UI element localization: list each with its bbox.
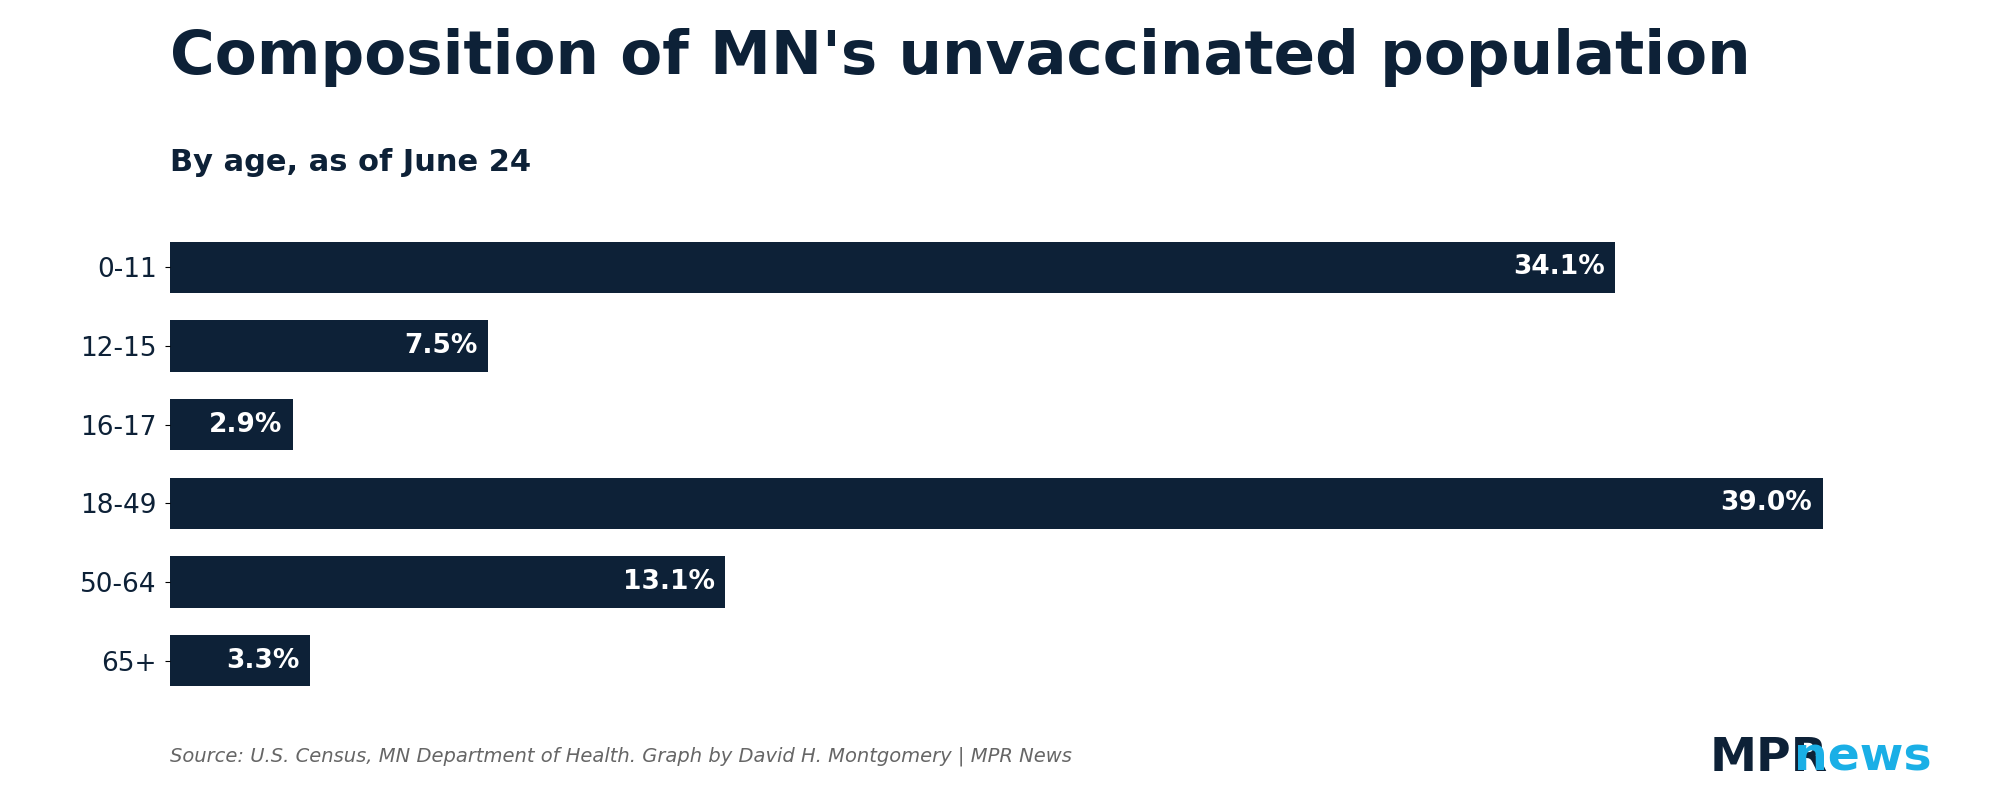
Text: Composition of MN's unvaccinated population: Composition of MN's unvaccinated populat…: [170, 28, 1750, 87]
Bar: [170, 242, 1616, 293]
Text: 39.0%: 39.0%: [1720, 490, 1812, 516]
Text: 3.3%: 3.3%: [226, 648, 300, 674]
Text: news: news: [1794, 736, 1932, 781]
Text: Source: U.S. Census, MN Department of Health. Graph by David H. Montgomery | MPR: Source: U.S. Census, MN Department of He…: [170, 746, 1072, 766]
Bar: [170, 320, 488, 371]
Bar: [170, 557, 726, 608]
Bar: [170, 478, 1822, 529]
Text: 13.1%: 13.1%: [622, 569, 714, 595]
Text: 7.5%: 7.5%: [404, 333, 478, 359]
Bar: [170, 635, 310, 686]
Text: MPR: MPR: [1710, 736, 1828, 781]
Text: By age, as of June 24: By age, as of June 24: [170, 148, 532, 177]
Text: 2.9%: 2.9%: [208, 412, 282, 438]
Text: 34.1%: 34.1%: [1512, 254, 1604, 280]
Bar: [170, 399, 292, 450]
